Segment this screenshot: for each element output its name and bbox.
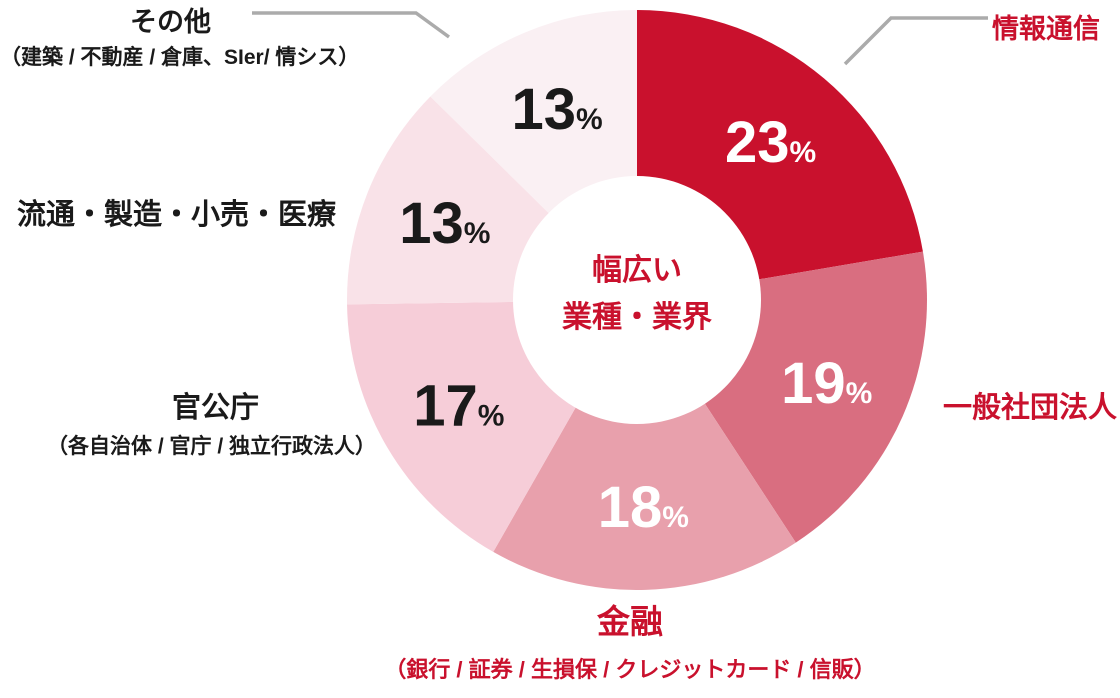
leader-line-joho-tsushin	[843, 16, 988, 66]
label-sonota: その他	[130, 7, 211, 37]
donut-center-label: 幅広い 業種・業界	[497, 247, 777, 341]
percent-label-0: 23%	[725, 110, 816, 175]
leader-line-sonota	[252, 11, 451, 39]
pie-slice-2	[493, 300, 796, 591]
label-kankocho: 官公庁	[172, 392, 260, 424]
label-joho-tsushin: 情報通信	[992, 14, 1100, 44]
label-kankocho-sub: （各自治体 / 官庁 / 独立行政法人）	[47, 435, 377, 458]
callout-kinyu: 金融 （銀行 / 証券 / 生損保 / クレジットカード / 信販）	[310, 595, 950, 684]
label-sonota-sub: （建築 / 不動産 / 倉庫、SIer/ 情シス）	[0, 46, 360, 69]
label-kinyu: 金融	[597, 603, 663, 640]
percent-label-5: 13%	[511, 77, 602, 142]
label-ryutsu-seizo-kouri-iryo: 流通・製造・小売・医療	[17, 199, 337, 231]
center-label-line2: 業種・業界	[562, 301, 712, 334]
label-kinyu-sub: （銀行 / 証券 / 生損保 / クレジットカード / 信販）	[384, 657, 876, 682]
center-label-line1: 幅広い	[592, 254, 682, 287]
label-ippan-shadan-hojin: 一般社団法人	[943, 392, 1118, 424]
leader-lines	[252, 11, 988, 66]
donut-hole	[513, 176, 761, 424]
